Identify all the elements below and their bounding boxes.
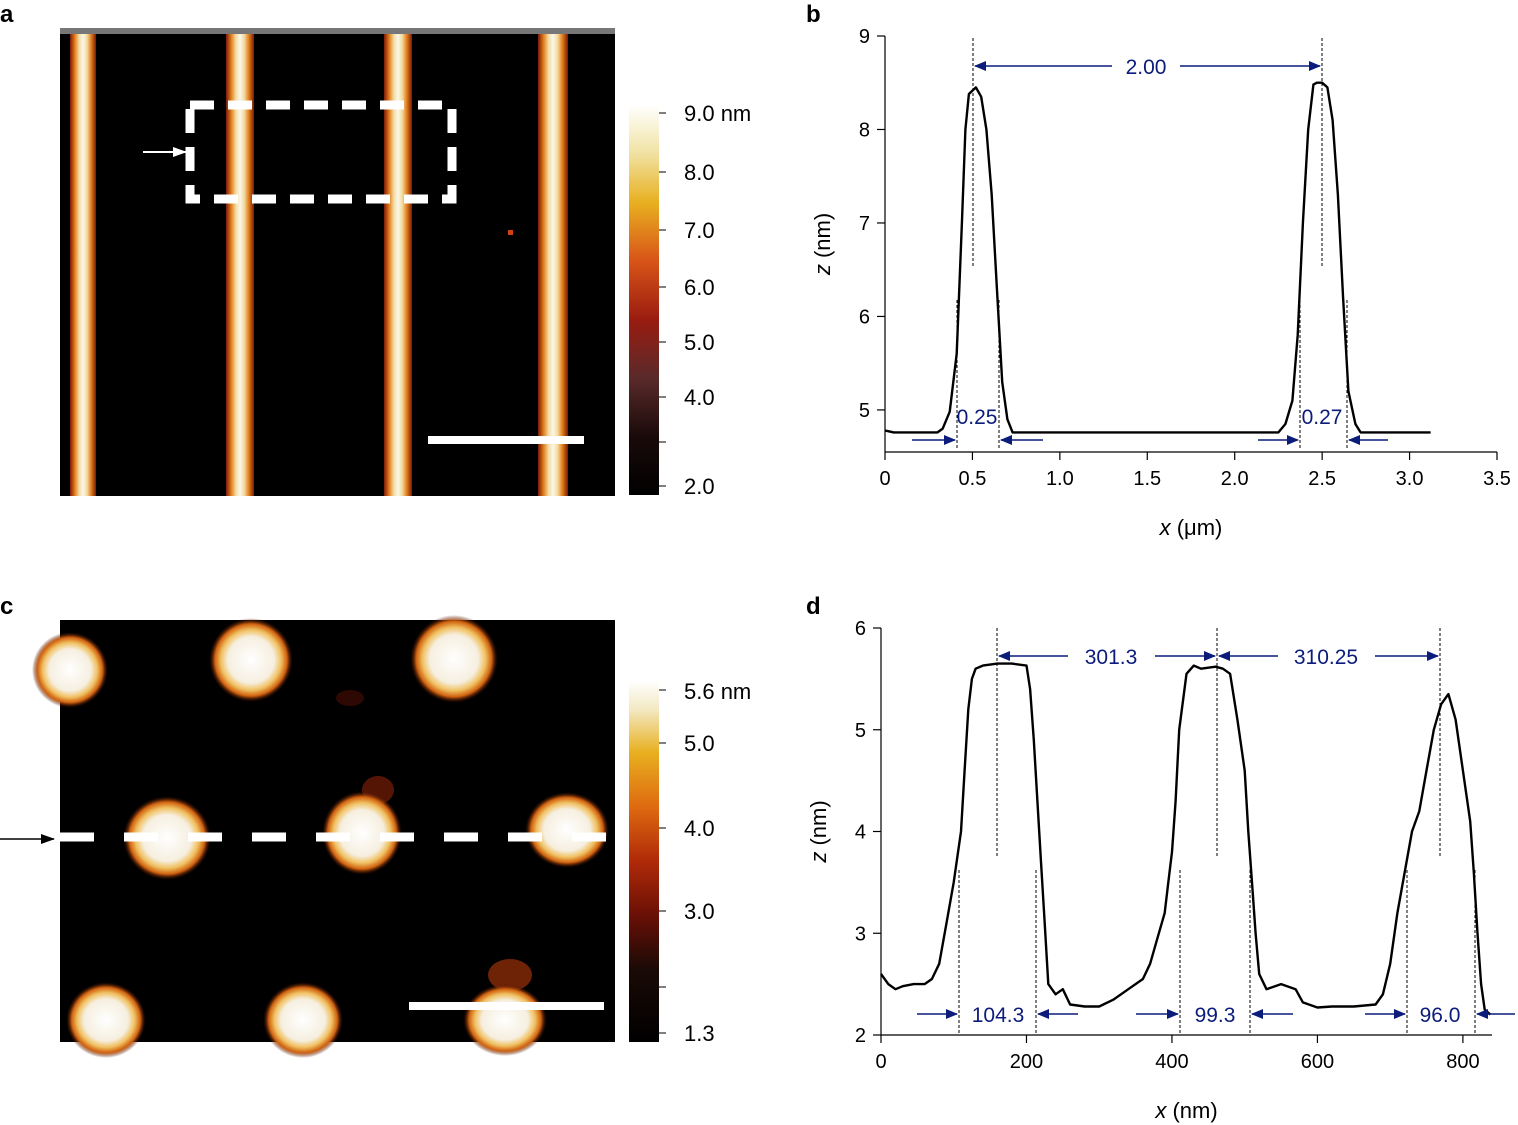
scale-bar xyxy=(409,1002,604,1010)
x-tick-label: 1.0 xyxy=(1046,468,1074,490)
x-tick-label: 0 xyxy=(875,1051,886,1073)
selection-dashed-box xyxy=(185,100,457,204)
y-tick-label: 3 xyxy=(855,923,866,945)
x-tick-label: 1.5 xyxy=(1133,468,1161,490)
x-axis-label: x (nm) xyxy=(1154,1098,1217,1123)
colorbar-tick-label: 4.0 xyxy=(684,816,715,841)
colorbar-tick-label: 6.0 xyxy=(684,275,715,300)
x-tick-label: 3.0 xyxy=(1396,468,1424,490)
panel-b-annotations: 2.00 0.25 0.27 xyxy=(912,38,1388,450)
nanowire-stripe xyxy=(538,34,568,496)
nanowire-stripe xyxy=(384,34,412,496)
x-tick-label: 0.5 xyxy=(959,468,987,490)
panel-c-colorbar: 5.6 nm 5.0 4.0 3.0 1.3 xyxy=(629,679,751,1046)
height-profile-line xyxy=(880,662,1492,1016)
x-tick-label: 3.5 xyxy=(1483,468,1511,490)
nanowire-stripe xyxy=(226,34,254,496)
x-tick-label: 2.0 xyxy=(1221,468,1249,490)
spacing-label: 301.3 xyxy=(1085,646,1138,669)
y-tick-label: 8 xyxy=(859,119,870,141)
colorbar-tick-label: 7.0 xyxy=(684,218,715,243)
panel-c-afm-image xyxy=(32,615,615,1058)
width-label: 0.25 xyxy=(957,406,998,429)
panel-d-annotations: 301.3 310.25 104.3 99.3 96.0 xyxy=(917,628,1515,1034)
nanodot xyxy=(525,792,609,868)
panel-a-afm-image xyxy=(60,28,615,496)
nanodot xyxy=(66,982,146,1058)
height-profile-line xyxy=(884,81,1431,434)
x-tick-label: 800 xyxy=(1446,1051,1479,1073)
panel-b-chart: 0 0.5 1.0 1.5 2.0 2.5 3.0 3.5 5 6 7 8 9 x (μm) z (nm) xyxy=(810,26,1511,540)
panel-d-chart: 0 200 400 600 800 2 3 4 5 6 x (nm) z (nm) xyxy=(806,618,1492,1123)
nanodot xyxy=(322,791,402,875)
colorbar-tick-label: 3.0 xyxy=(684,899,715,924)
x-tick-label: 0 xyxy=(879,468,890,490)
nanodot xyxy=(123,796,211,880)
colorbar-tick-label: 1.3 xyxy=(684,1021,715,1046)
spacing-label: 2.00 xyxy=(1126,56,1167,79)
scale-bar xyxy=(428,436,584,444)
panel-c-letter: c xyxy=(0,593,13,620)
x-tick-label: 600 xyxy=(1301,1051,1334,1073)
y-tick-label: 2 xyxy=(855,1025,866,1047)
colorbar-tick-label: 9.0 nm xyxy=(684,101,751,126)
nanowire-stripe xyxy=(70,34,96,496)
y-tick-label: 6 xyxy=(859,306,870,328)
colorbar-tick-label: 5.0 xyxy=(684,731,715,756)
colorbar-tick-label: 2.0 xyxy=(684,474,715,499)
colorbar-tick-label: 5.6 nm xyxy=(684,679,751,704)
x-tick-label: 200 xyxy=(1010,1051,1043,1073)
colorbar-tick-label: 4.0 xyxy=(684,385,715,410)
x-tick-label: 400 xyxy=(1155,1051,1188,1073)
panel-b-letter: b xyxy=(806,1,821,28)
y-tick-label: 6 xyxy=(855,618,866,640)
colorbar-tick-label: 8.0 xyxy=(684,160,715,185)
y-tick-label: 5 xyxy=(855,720,866,742)
panel-a-colorbar: 9.0 nm 8.0 7.0 6.0 5.0 4.0 2.0 xyxy=(629,101,751,499)
nanodot xyxy=(463,984,547,1056)
y-axis-label: z (nm) xyxy=(806,800,831,863)
width-label: 104.3 xyxy=(972,1004,1025,1027)
panel-d-letter: d xyxy=(806,593,821,620)
nanodot xyxy=(209,618,293,702)
x-axis-label: x (μm) xyxy=(1159,515,1223,540)
nanodot xyxy=(32,632,108,708)
nanodot xyxy=(263,982,343,1058)
width-label: 99.3 xyxy=(1195,1004,1236,1027)
spacing-label: 310.25 xyxy=(1294,646,1358,669)
y-tick-label: 4 xyxy=(855,822,866,844)
panel-a-letter: a xyxy=(0,1,14,28)
width-label: 0.27 xyxy=(1302,406,1343,429)
y-tick-label: 5 xyxy=(859,400,870,422)
y-tick-label: 9 xyxy=(859,26,870,48)
width-label: 96.0 xyxy=(1420,1004,1461,1027)
colorbar-tick-label: 5.0 xyxy=(684,330,715,355)
y-axis-label: z (nm) xyxy=(810,213,835,276)
x-tick-label: 2.5 xyxy=(1308,468,1336,490)
nanodot xyxy=(410,615,498,703)
y-tick-label: 7 xyxy=(859,213,870,235)
